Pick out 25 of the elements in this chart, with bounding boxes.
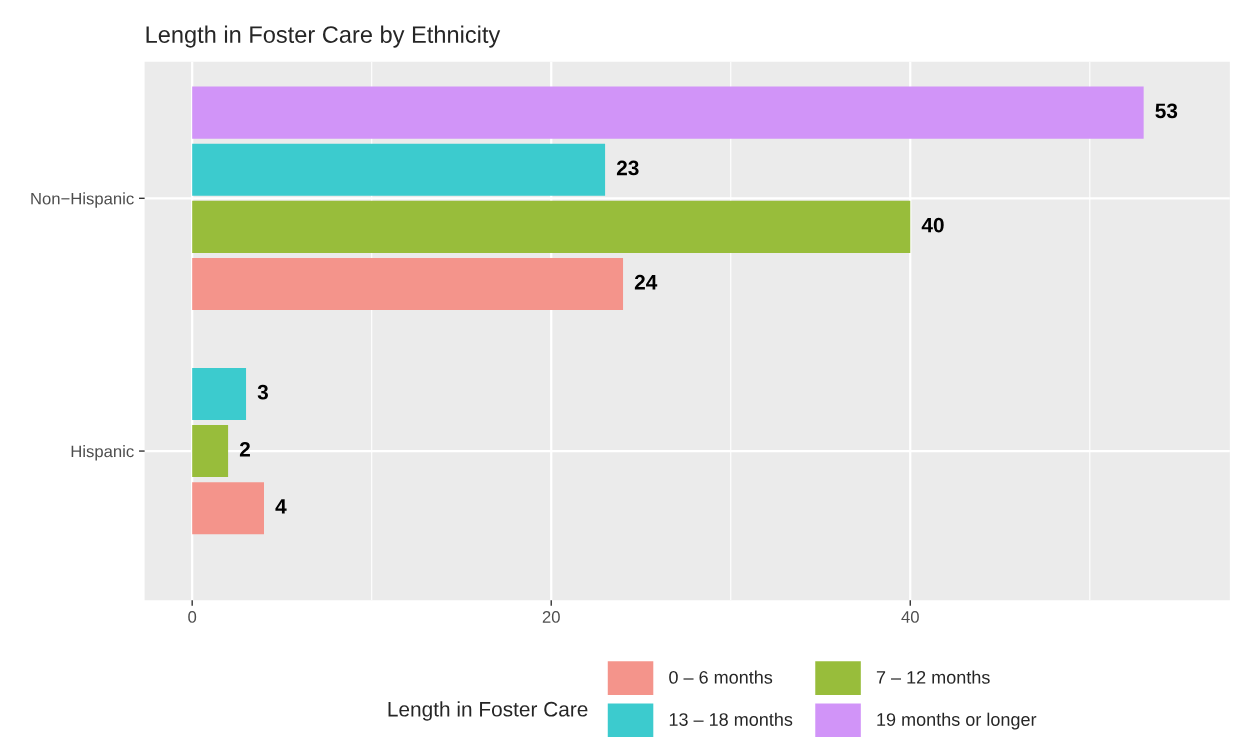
legend-label: 19 months or longer (877, 712, 1037, 730)
bar (192, 482, 264, 535)
bar (192, 200, 911, 253)
bar (192, 367, 247, 420)
legend-title: Length in Foster Care (388, 701, 588, 721)
bar (192, 257, 624, 311)
x-tick-label: 20 (542, 611, 560, 623)
x-tick-label: 0 (188, 611, 197, 623)
y-tick-label: Non−Hispanic (31, 192, 134, 208)
data-label: 2 (239, 441, 250, 457)
legend-label: 0 – 6 months (669, 670, 773, 684)
legend-label: 13 – 18 months (669, 712, 793, 726)
data-label: 3 (257, 384, 268, 400)
data-label: 53 (1155, 103, 1178, 119)
y-tick-label: Hispanic (71, 445, 134, 461)
x-tick-label: 40 (901, 611, 919, 623)
data-label: 24 (634, 274, 658, 290)
data-label: 4 (275, 499, 287, 514)
bar (192, 86, 1144, 139)
bar (192, 425, 229, 478)
bar (192, 143, 606, 196)
data-label: 40 (921, 217, 944, 233)
data-label: 23 (616, 160, 639, 176)
chart-title: Length in Foster Care by Ethnicity (146, 25, 501, 48)
legend-label: 7 – 12 months (876, 670, 990, 684)
